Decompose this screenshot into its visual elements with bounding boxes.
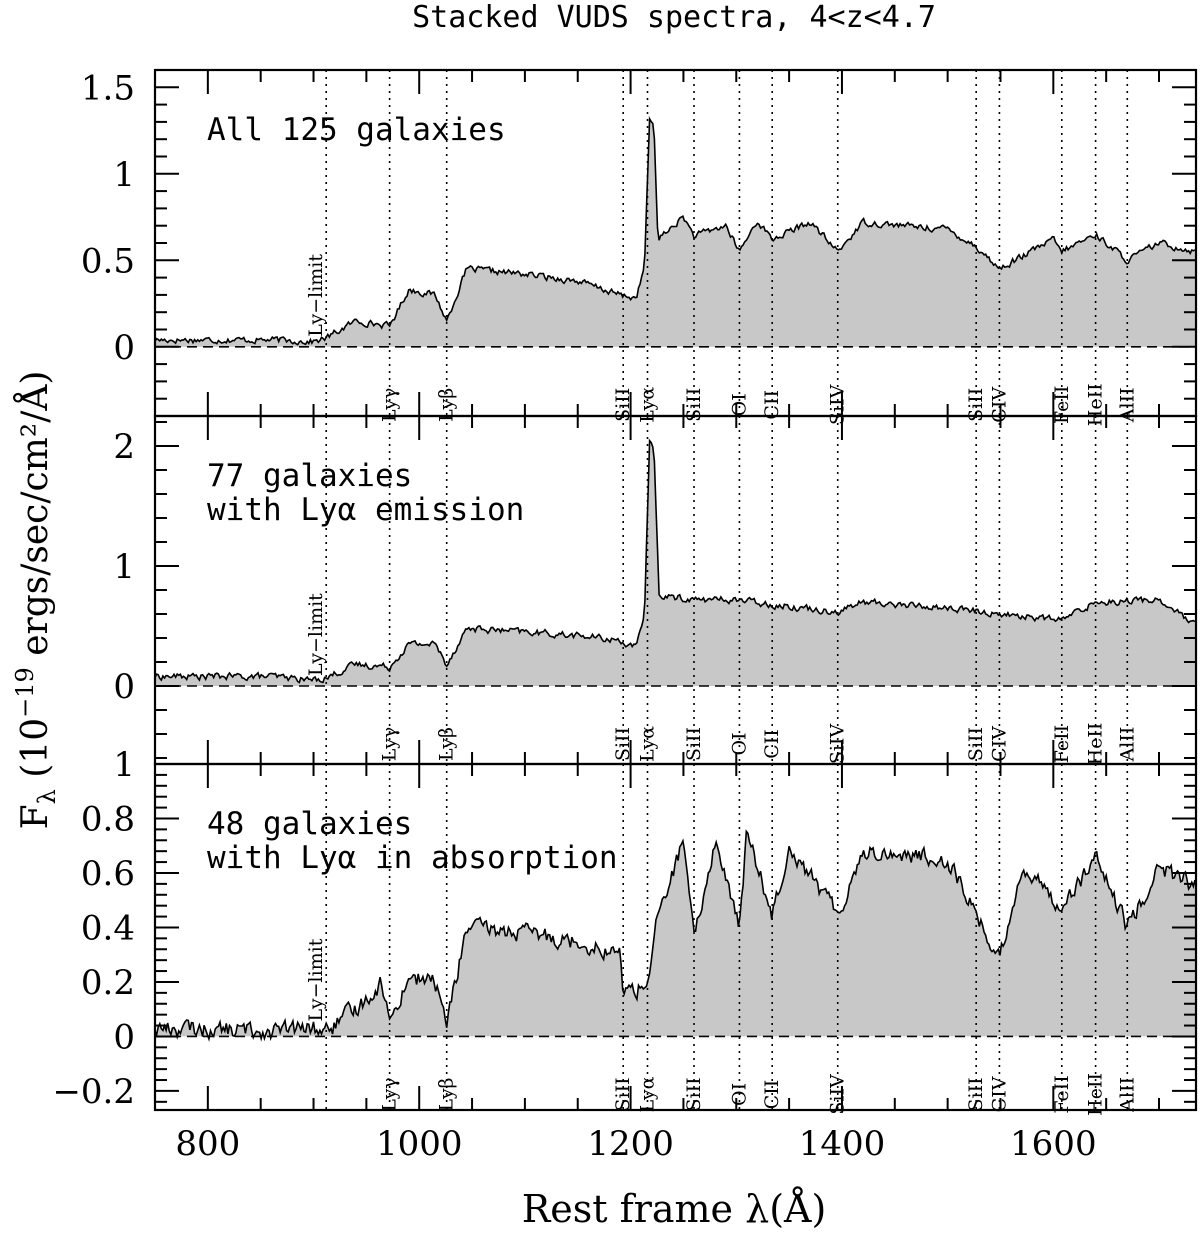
feature-label-top: CIV xyxy=(988,387,1010,423)
panel-frame-bottom xyxy=(153,762,1198,1112)
feature-label-bottom: SiIV xyxy=(827,1074,849,1115)
spectrum-fill-bottom xyxy=(155,831,1195,1039)
panel-annotation-bottom: with Lyα in absorption xyxy=(207,840,618,876)
feature-label-bottom: Lyβ xyxy=(436,1077,458,1111)
feature-label-bottom: FeII xyxy=(1051,1075,1073,1113)
feature-label-top: OI xyxy=(728,393,750,416)
y-tick-label-bottom: 0.4 xyxy=(81,908,135,948)
feature-label-bottom: CIV xyxy=(988,1076,1010,1112)
y-tick-label-middle: 0 xyxy=(113,667,135,707)
feature-label-middle: CIV xyxy=(988,726,1010,762)
feature-label-top: Ly−limit xyxy=(305,254,327,337)
spectrum-fill-middle xyxy=(155,440,1195,686)
x-tick-label: 1200 xyxy=(587,1124,674,1164)
feature-label-middle: SiII xyxy=(683,727,705,761)
feature-label-middle: SiII xyxy=(612,727,634,761)
y-tick-label-top: 0 xyxy=(113,328,135,368)
feature-label-middle: SiIV xyxy=(827,724,849,765)
feature-label-middle: FeII xyxy=(1051,725,1073,763)
feature-label-middle: AlII xyxy=(1116,727,1138,763)
y-tick-label-bottom: 0 xyxy=(113,1017,135,1057)
feature-label-bottom: SiII xyxy=(965,1077,987,1111)
y-tick-label-bottom: 0.6 xyxy=(81,854,135,894)
spectrum-line-middle xyxy=(155,438,1196,684)
feature-label-middle: Lyα xyxy=(636,726,658,762)
y-tick-label-bottom: 1 xyxy=(113,745,135,785)
x-tick-label: 1600 xyxy=(1010,1124,1097,1164)
spectrum-fill-top xyxy=(155,118,1195,347)
x-tick-label: 800 xyxy=(175,1124,240,1164)
feature-label-top: SiII xyxy=(683,388,705,422)
spectrum-line-bottom xyxy=(155,829,1196,1042)
feature-label-bottom: SiII xyxy=(612,1077,634,1111)
spectrum-line-top xyxy=(155,116,1196,346)
feature-label-top: Lyα xyxy=(636,387,658,423)
feature-label-bottom: Lyγ xyxy=(379,1077,401,1111)
feature-label-top: HeII xyxy=(1085,383,1107,426)
feature-label-bottom: Ly−limit xyxy=(305,938,327,1021)
y-label-exp: −19 xyxy=(11,667,39,718)
feature-label-bottom: CII xyxy=(761,1080,783,1110)
figure-title: Stacked VUDS spectra, 4<z<4.7 xyxy=(412,0,936,35)
feature-label-middle: OI xyxy=(728,732,750,755)
feature-label-bottom: HeII xyxy=(1085,1073,1107,1116)
y-tick-label-bottom: −0.2 xyxy=(52,1072,135,1112)
y-tick-label-top: 0.5 xyxy=(81,241,135,281)
feature-label-bottom: OI xyxy=(728,1083,750,1106)
feature-label-middle: SiII xyxy=(965,727,987,761)
panel-annotation-top: All 125 galaxies xyxy=(207,112,506,148)
y-label-sub: λ xyxy=(33,789,61,804)
feature-label-middle: Lyγ xyxy=(379,727,401,761)
feature-label-bottom: AlII xyxy=(1116,1077,1138,1113)
feature-label-middle: Lyβ xyxy=(436,727,458,761)
y-tick-label-middle: 2 xyxy=(113,427,135,467)
feature-label-top: FeII xyxy=(1051,386,1073,424)
panel-annotation-middle: with Lyα emission xyxy=(207,492,524,528)
feature-label-top: AlII xyxy=(1116,387,1138,423)
y-tick-label-top: 1.5 xyxy=(81,68,135,108)
feature-label-top: CII xyxy=(761,390,783,420)
x-tick-label: 1400 xyxy=(799,1124,886,1164)
panel-annotation-bottom: 48 galaxies xyxy=(207,806,412,842)
feature-label-top: SiII xyxy=(965,388,987,422)
panel-annotation-middle: 77 galaxies xyxy=(207,458,412,494)
y-axis-label: Fλ (10−19 ergs/sec/cm²/Å) xyxy=(11,371,61,830)
y-tick-label-middle: 1 xyxy=(113,547,135,587)
x-tick-labels: 800 1000 1200 1400 1600 xyxy=(175,1124,1096,1164)
y-tick-label-bottom: 0.2 xyxy=(81,963,135,1003)
x-axis-label: Rest frame λ(Å) xyxy=(522,1187,827,1231)
feature-label-middle: HeII xyxy=(1085,723,1107,766)
feature-label-top: SiII xyxy=(612,388,634,422)
y-label-main: F xyxy=(15,804,56,829)
feature-label-top: Lyγ xyxy=(379,388,401,422)
y-label-units: ergs/sec/cm²/Å) xyxy=(14,371,56,668)
y-tick-label-bottom: 0.8 xyxy=(81,799,135,839)
feature-label-middle: CII xyxy=(761,729,783,759)
feature-label-top: SiIV xyxy=(827,384,849,425)
feature-label-bottom: SiII xyxy=(683,1077,705,1111)
x-tick-label: 1000 xyxy=(376,1124,463,1164)
y-tick-label-top: 1 xyxy=(113,155,135,195)
feature-label-middle: Ly−limit xyxy=(305,593,327,676)
feature-label-top: Lyβ xyxy=(436,388,458,422)
feature-label-bottom: Lyα xyxy=(636,1076,658,1112)
y-label-rest: (10 xyxy=(15,718,56,789)
